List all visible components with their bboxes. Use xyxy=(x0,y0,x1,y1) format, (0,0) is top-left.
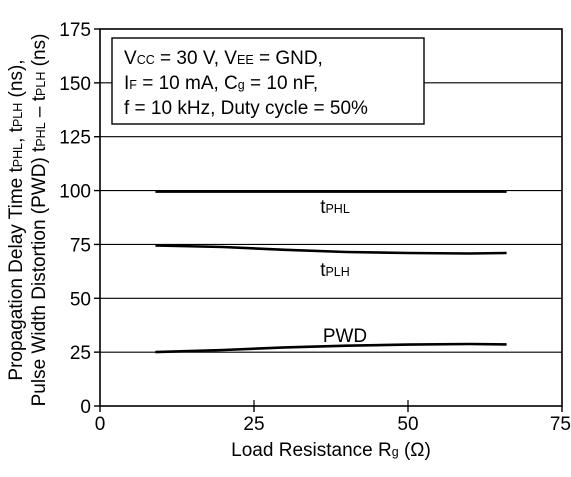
x-tick-label: 50 xyxy=(397,414,418,435)
x-tick-label: 25 xyxy=(243,414,264,435)
y-axis-title-line1-part: (ns), xyxy=(6,59,27,102)
series-label-tphl-part: t xyxy=(320,197,326,218)
labels: 0 25 50 75 100 125 150 175 0 25 50 75 Load Resistanc… xyxy=(6,20,571,461)
ticks xyxy=(94,28,563,412)
y-axis-title-line1-part: Propagation Delay Time t xyxy=(6,167,27,381)
x-tick-label: 75 xyxy=(550,414,571,435)
y-axis-title-line2-part: PLH xyxy=(34,72,48,96)
annotation-line: VCC = 30 V, VEE = GND, xyxy=(124,48,323,69)
y-tick-label: 125 xyxy=(59,128,91,149)
annotation-line-part: g xyxy=(238,78,245,92)
annotation-line-part: = 10 nF, xyxy=(245,73,318,94)
y-axis-title-line1: Propagation Delay Time tPHL, tPLH (ns), xyxy=(6,59,27,380)
annotation-line-part: = GND, xyxy=(254,48,323,69)
annotation-line-part: V xyxy=(124,48,137,69)
annotation-line: f = 10 kHz, Duty cycle = 50% xyxy=(124,98,368,119)
annotation-box xyxy=(111,37,425,125)
condition-annotation: VCC = 30 V, VEE = GND, IF = 10 mA, Cg = 1… xyxy=(111,37,425,125)
annotation-line: IF = 10 mA, Cg = 10 nF, xyxy=(124,73,318,94)
annotation-line-part: F xyxy=(129,78,137,92)
annotation-line-part: EE xyxy=(237,53,254,67)
y-axis-title-line2-part: Pulse Width Distortion (PWD) t xyxy=(29,146,50,406)
series-label-tphl-part: PHL xyxy=(325,202,349,216)
y-tick-label: 150 xyxy=(59,74,91,95)
y-axis-title-line1-part: PHL xyxy=(11,143,25,167)
series-label-tphl: tPHL xyxy=(320,197,350,218)
series-label-pwd-part: PWD xyxy=(323,326,367,347)
y-tick-label: 75 xyxy=(70,235,91,256)
y-axis-title-line1-part: PLH xyxy=(11,103,25,127)
y-axis-title-line2: Pulse Width Distortion (PWD) tPHL – tPLH… xyxy=(29,34,50,407)
series-line-pwd xyxy=(155,342,507,354)
series-label-tplh-part: PLH xyxy=(325,265,349,279)
annotation-line-part: f = 10 kHz, Duty cycle = 50% xyxy=(124,98,368,119)
x-axis-title-part: (Ω) xyxy=(399,440,431,461)
plot-area-frame xyxy=(99,28,563,407)
y-axis-title-line2-part: (ns) xyxy=(29,34,50,72)
y-axis-title-line2-part: – t xyxy=(29,95,50,122)
y-axis-title-line2-part: PHL xyxy=(34,122,48,146)
x-axis-title-part: Load Resistance R xyxy=(231,440,392,461)
x-axis-title-part: g xyxy=(392,445,399,459)
y-axis-title-line1-part: , t xyxy=(6,126,27,143)
y-tick-label: 100 xyxy=(59,182,91,203)
x-axis-title: Load Resistance Rg (Ω) xyxy=(231,440,431,461)
y-tick-label: 25 xyxy=(70,343,91,364)
series-label-tplh-part: t xyxy=(320,260,326,281)
y-tick-label: 175 xyxy=(59,20,91,41)
y-tick-label: 0 xyxy=(80,397,91,418)
annotation-line-part: = 10 mA, C xyxy=(137,73,238,94)
y-axis-title-line2-group: Pulse Width Distortion (PWD) tPHL – tPLH… xyxy=(29,34,50,407)
series-label-pwd: PWD xyxy=(323,326,367,347)
annotation-line-part: I xyxy=(124,73,129,94)
annotation-line-part: CC xyxy=(137,53,155,67)
x-tick-label: 0 xyxy=(95,414,106,435)
series-label-tplh: tPLH xyxy=(320,260,350,281)
series-line-tplh xyxy=(155,244,507,255)
y-tick-label: 50 xyxy=(70,289,91,310)
annotation-line-part: = 30 V, V xyxy=(155,48,238,69)
y-axis-title-line1-group: Propagation Delay Time tPHL, tPLH (ns), xyxy=(6,59,27,380)
